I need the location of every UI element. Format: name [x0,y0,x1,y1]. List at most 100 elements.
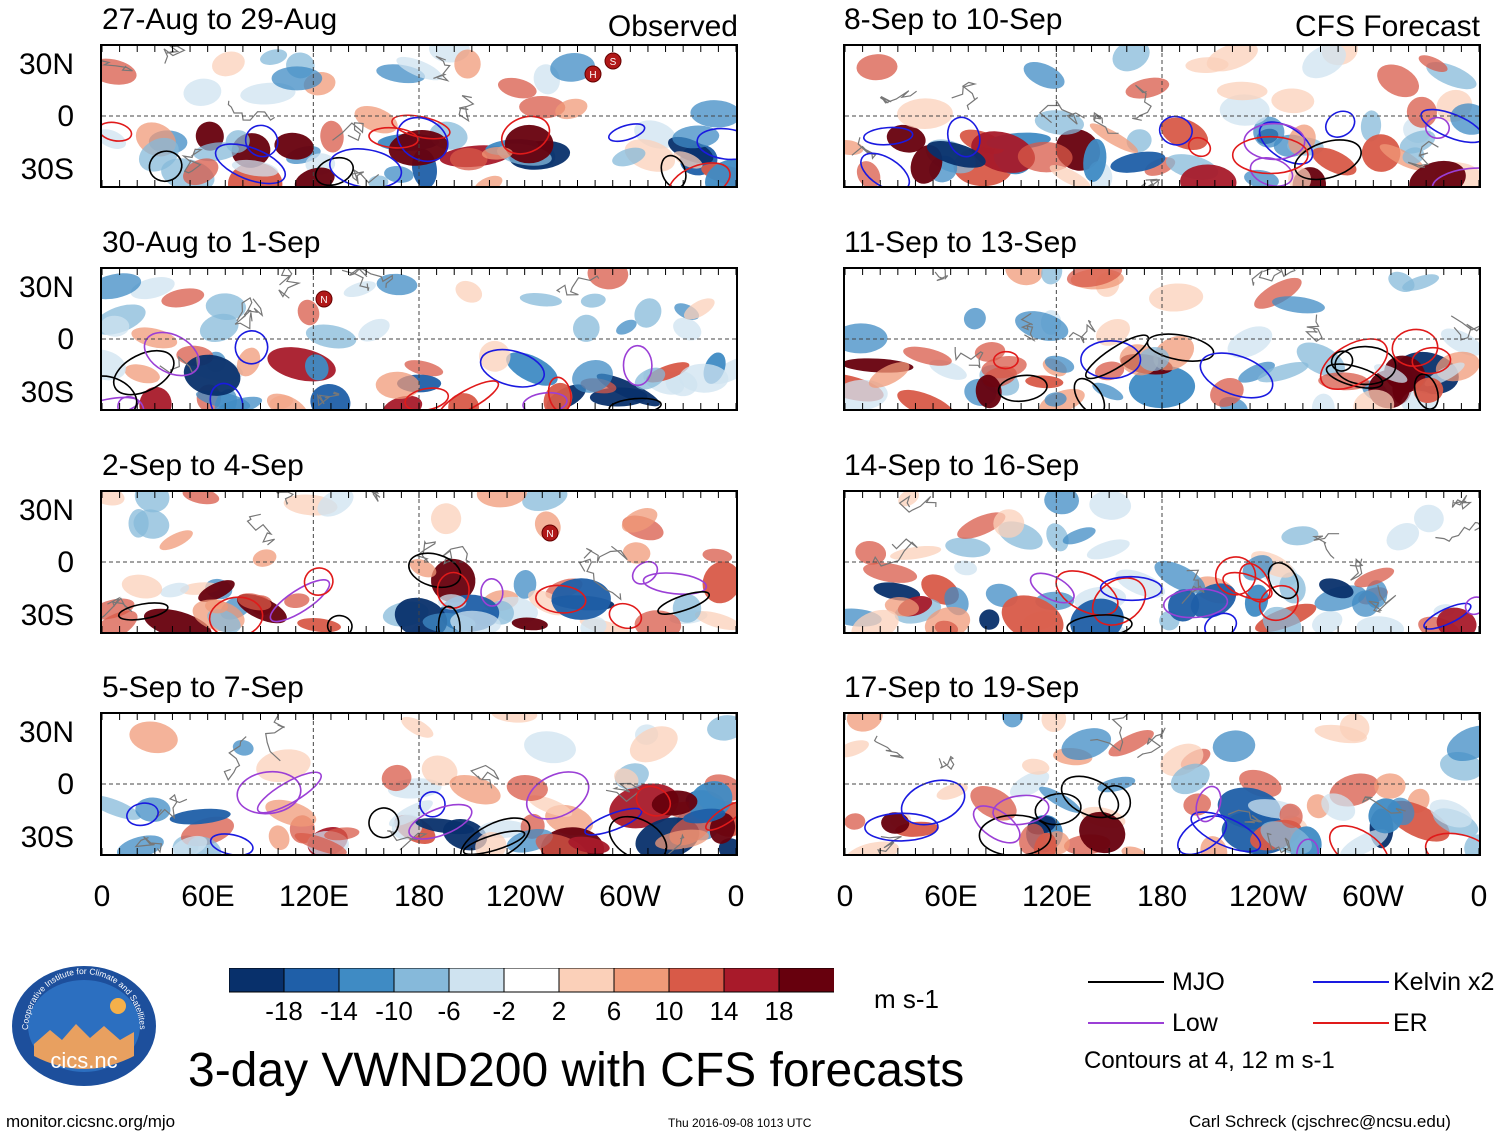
vwnd-field [102,714,736,854]
wind-anomaly-blob [182,492,220,505]
wave-contour [1319,338,1389,391]
wind-anomaly-blob [121,574,163,599]
wind-anomaly-blob [1238,361,1275,383]
wind-anomaly-blob [1005,269,1043,286]
wave-contour [525,771,590,820]
legend-label-kelvin: Kelvin x2 [1393,968,1495,996]
wind-anomaly-blob [317,492,354,517]
coastline [1020,312,1036,342]
wave-contour [1420,108,1479,144]
wave-contour [419,791,446,818]
wave-contour [1267,562,1299,600]
wind-anomaly-blob [527,795,573,817]
wind-anomaly-blob [1025,375,1064,389]
wind-anomaly-blob [1044,492,1079,515]
wind-anomaly-blob [555,98,588,120]
wind-anomaly-blob [102,315,130,337]
coastline [458,95,475,123]
wave-contour [500,115,551,155]
wind-anomaly-blob [709,812,736,844]
wind-anomaly-blob [846,714,883,732]
wave-contour [622,344,653,387]
wind-anomaly-blob [431,558,476,603]
lon-label-120e: 120E [278,880,350,913]
lon-label-120w: 120W [1228,880,1308,913]
wind-anomaly-blob [979,609,1000,630]
wind-anomaly-blob [1219,94,1270,126]
wind-anomaly-blob [1041,269,1063,285]
coastline [1280,269,1297,278]
wind-anomaly-blob [1389,797,1415,826]
coastline [278,269,302,299]
wave-contour [992,350,1019,370]
panel-title-right-1: 8-Sep to 10-Sep [844,3,1063,36]
wind-anomaly-blob [430,503,462,535]
wind-anomaly-blob [260,49,288,65]
wind-anomaly-blob [199,313,239,343]
wave-contour [479,348,546,388]
coastline [1304,314,1323,343]
wind-anomaly-blob [1125,77,1170,99]
wave-contour [705,800,736,831]
vwnd-field [845,492,1479,632]
wave-contour [862,126,914,146]
coastline [851,137,877,160]
wave-contour [208,596,264,632]
wave-contour [642,572,708,595]
wind-anomaly-blob [957,512,1006,539]
lon-label-120e: 120E [1021,880,1093,913]
wind-anomaly-blob [1022,758,1050,775]
wind-anomaly-blob [1112,46,1150,72]
wind-anomaly-blob [207,608,241,632]
wind-anomaly-blob [903,346,952,366]
coastline [934,269,949,282]
wind-anomaly-blob [415,818,475,835]
wind-anomaly-blob [506,774,548,802]
wave-contour [1413,373,1439,409]
coastline [134,836,163,854]
wave-contour [535,584,587,614]
wave-contour [1238,562,1271,603]
storm-marker-s: S [604,52,622,70]
wave-contour [102,396,140,409]
coastline [1090,714,1129,752]
wind-anomaly-blob [240,82,296,105]
colorbar-swatch [283,968,340,993]
lon-label-0-end: 0 [727,880,745,913]
coastline [387,830,428,851]
legend-label-mjo: MJO [1172,968,1225,996]
vwnd-field [845,714,1479,854]
wind-anomaly-blob [297,299,320,326]
wind-anomaly-blob [358,318,390,342]
wind-anomaly-blob [926,141,986,168]
wind-anomaly-blob [212,51,245,77]
coastline [1038,99,1085,125]
vwnd-field [102,269,736,409]
wave-contour [1214,556,1257,596]
wind-anomaly-blob [1311,393,1335,409]
observed-column-label: Observed [607,10,738,43]
wind-anomaly-blob [621,508,658,533]
map-panel-right-4 [843,712,1481,856]
lon-label-0-end: 0 [1470,880,1488,913]
wave-contour [126,802,159,827]
storm-marker-n-label: N [320,295,327,306]
wave-contour [1431,167,1479,186]
wind-anomaly-blob [1281,526,1319,546]
coastline [223,736,247,782]
coastline [1227,809,1262,824]
legend-label-low: Low [1172,1009,1218,1037]
wind-anomaly-blob [897,389,956,409]
wind-anomaly-blob [1128,365,1196,409]
wind-anomaly-blob [673,317,702,341]
wind-anomaly-blob [634,298,662,328]
coastline [555,275,600,296]
wind-anomaly-blob [873,582,921,601]
wave-contour [408,552,462,589]
coastline [583,545,628,564]
wave-contour [1190,811,1262,853]
wind-anomaly-blob [1288,166,1312,186]
wind-anomaly-blob [1288,124,1316,156]
lon-label-60e: 60E [181,880,235,913]
lon-label-180: 180 [393,880,445,913]
